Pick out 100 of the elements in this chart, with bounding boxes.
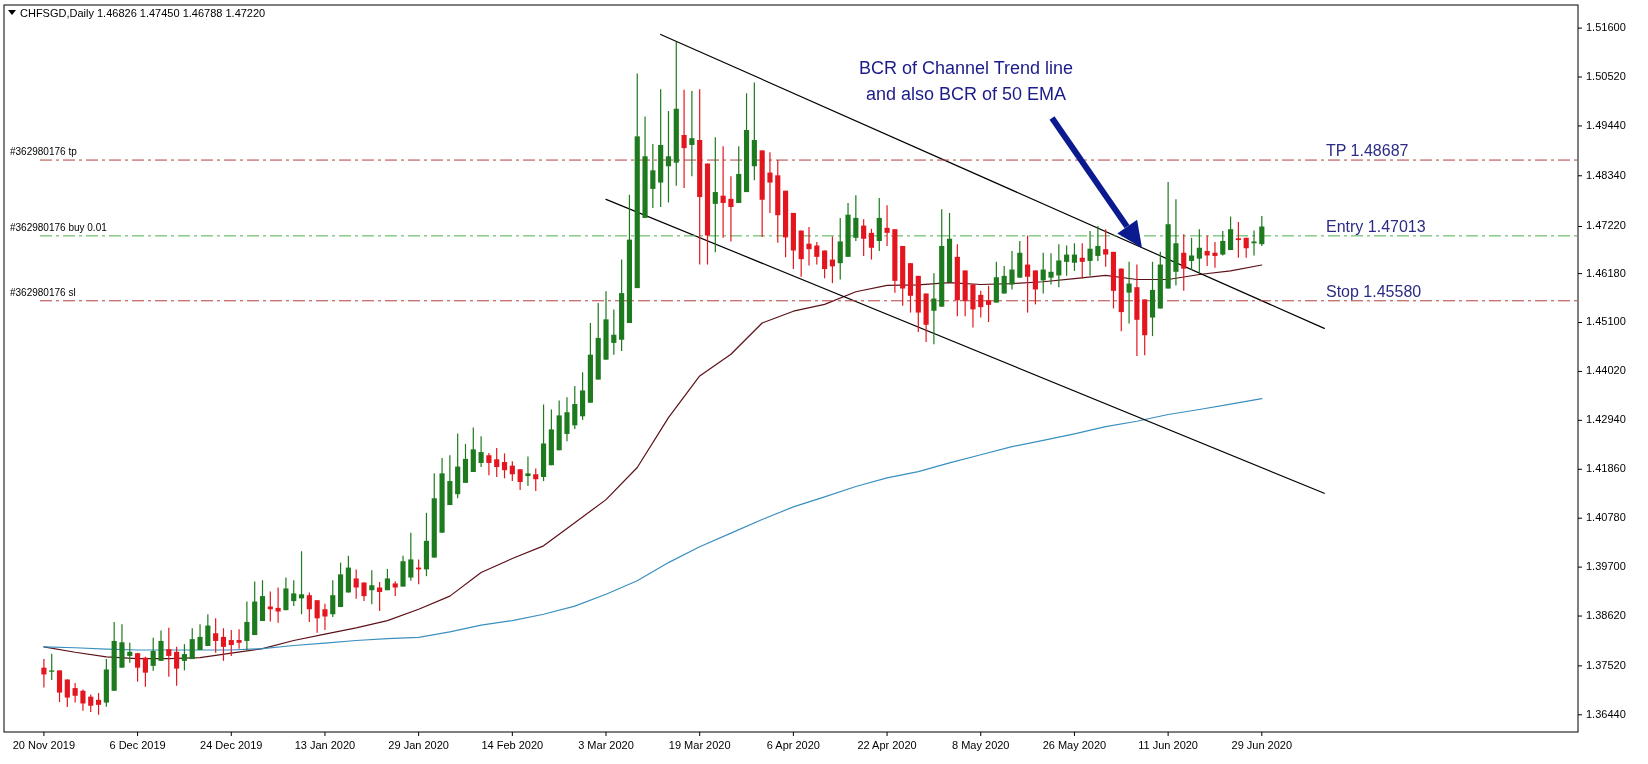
candlestick — [814, 241, 820, 266]
x-tick-label: 14 Feb 2020 — [481, 739, 544, 751]
candlestick — [205, 613, 211, 647]
candlestick — [228, 629, 234, 657]
candlestick — [517, 468, 523, 491]
x-tick-label: 24 Dec 2019 — [200, 739, 263, 751]
candlestick — [1259, 215, 1265, 247]
candlestick — [174, 646, 180, 687]
ref-line-label: Entry 1.47013 — [1326, 217, 1426, 235]
candlestick — [720, 145, 726, 239]
candlestick — [822, 249, 828, 279]
annotation: #362980176 sl — [10, 286, 76, 298]
candlestick — [298, 550, 305, 615]
chart-title: CHFSGD,Daily 1.46826 1.47450 1.46788 1.47220 — [20, 7, 266, 19]
x-tick-label: 13 Jan 2020 — [294, 739, 356, 751]
candlestick — [509, 460, 515, 482]
candlestick — [1181, 233, 1187, 292]
candlestick — [1087, 230, 1093, 277]
candlestick — [80, 688, 86, 712]
candlestick — [876, 197, 882, 252]
ref-line-label: Stop 1.45580 — [1326, 282, 1422, 300]
candlestick — [1126, 261, 1132, 325]
candlestick — [1212, 241, 1218, 269]
x-tick-label: 29 Jan 2020 — [388, 739, 449, 751]
candlestick — [978, 290, 984, 319]
x-tick-label: 29 Jun 2020 — [1231, 739, 1293, 751]
candlestick — [1079, 242, 1085, 280]
candlestick — [213, 617, 219, 654]
candlestick — [1071, 242, 1078, 272]
annotation: #362980176 buy 0.01 — [10, 221, 108, 233]
candlestick — [525, 456, 531, 487]
y-tick-label: 1.46180 — [1586, 266, 1626, 279]
candlestick — [470, 427, 476, 473]
candlestick — [197, 623, 203, 651]
candlestick — [665, 110, 672, 204]
candlestick — [150, 637, 156, 672]
candlestick — [501, 452, 508, 479]
candlestick — [728, 175, 734, 243]
candlestick — [1009, 250, 1015, 291]
candlestick — [462, 443, 469, 484]
y-tick-label: 1.37520 — [1586, 658, 1626, 671]
candlestick — [1228, 215, 1234, 251]
candlestick — [1056, 243, 1062, 288]
candlestick — [611, 308, 617, 356]
candlestick — [369, 569, 375, 605]
candlestick — [1220, 230, 1226, 257]
candlestick — [181, 643, 188, 671]
candlestick — [689, 90, 695, 177]
y-tick-label: 1.36440 — [1586, 707, 1626, 720]
y-tick-label: 1.42940 — [1586, 413, 1626, 426]
annotation: BCR of Channel Trend line and also BCR of 50 EMA — [858, 58, 1074, 104]
candlestick — [1196, 228, 1202, 274]
x-tick-label: 6 Apr 2020 — [766, 739, 820, 751]
y-tick-label: 1.41860 — [1586, 462, 1626, 475]
y-tick-label: 1.50520 — [1586, 69, 1626, 82]
candlestick — [853, 194, 859, 242]
candlestick — [189, 627, 195, 660]
candlestick — [931, 272, 937, 345]
candlestick — [1251, 229, 1257, 257]
candlestick — [985, 285, 992, 323]
candlestick — [275, 586, 281, 624]
candlestick — [486, 452, 492, 476]
y-tick-label: 1.45100 — [1586, 315, 1626, 328]
candlestick — [353, 568, 359, 600]
y-tick-label: 1.38620 — [1586, 608, 1626, 621]
candlestick — [1235, 221, 1241, 259]
x-tick-label: 6 Dec 2019 — [109, 739, 166, 751]
candlestick — [166, 627, 172, 678]
candlestick — [49, 653, 55, 681]
candlestick — [712, 136, 718, 253]
candlestick — [861, 218, 867, 257]
candlestick — [1064, 244, 1070, 277]
candlestick — [1188, 237, 1195, 271]
y-tick-label: 1.49440 — [1586, 118, 1626, 131]
candlestick — [127, 642, 133, 664]
y-tick-label: 1.44020 — [1586, 364, 1626, 377]
candlestick — [236, 628, 242, 650]
candlestick — [681, 89, 687, 189]
candlestick — [64, 678, 70, 708]
x-tick-label: 26 May 2020 — [1042, 739, 1107, 751]
candlestick — [478, 435, 484, 468]
candlestick — [1095, 225, 1101, 262]
candlestick — [1103, 228, 1109, 268]
candlestick — [1048, 252, 1054, 286]
candlestick — [1025, 234, 1031, 314]
y-tick-label: 1.39700 — [1586, 560, 1626, 573]
candlestick — [837, 217, 843, 281]
x-tick-label: 20 Nov 2019 — [12, 739, 76, 751]
candlestick — [868, 228, 875, 261]
ref-line-label: TP 1.48687 — [1326, 142, 1409, 160]
candlestick — [72, 682, 78, 704]
candlestick — [291, 579, 297, 607]
x-tick-label: 19 Mar 2020 — [668, 739, 731, 751]
x-tick-label: 11 Jun 2020 — [1138, 739, 1198, 751]
candlestick — [884, 204, 890, 247]
candlestick — [650, 143, 656, 209]
candlestick — [494, 447, 500, 478]
candlestick — [283, 576, 289, 611]
y-tick-label: 1.47220 — [1586, 219, 1626, 232]
candlestick — [158, 629, 164, 662]
